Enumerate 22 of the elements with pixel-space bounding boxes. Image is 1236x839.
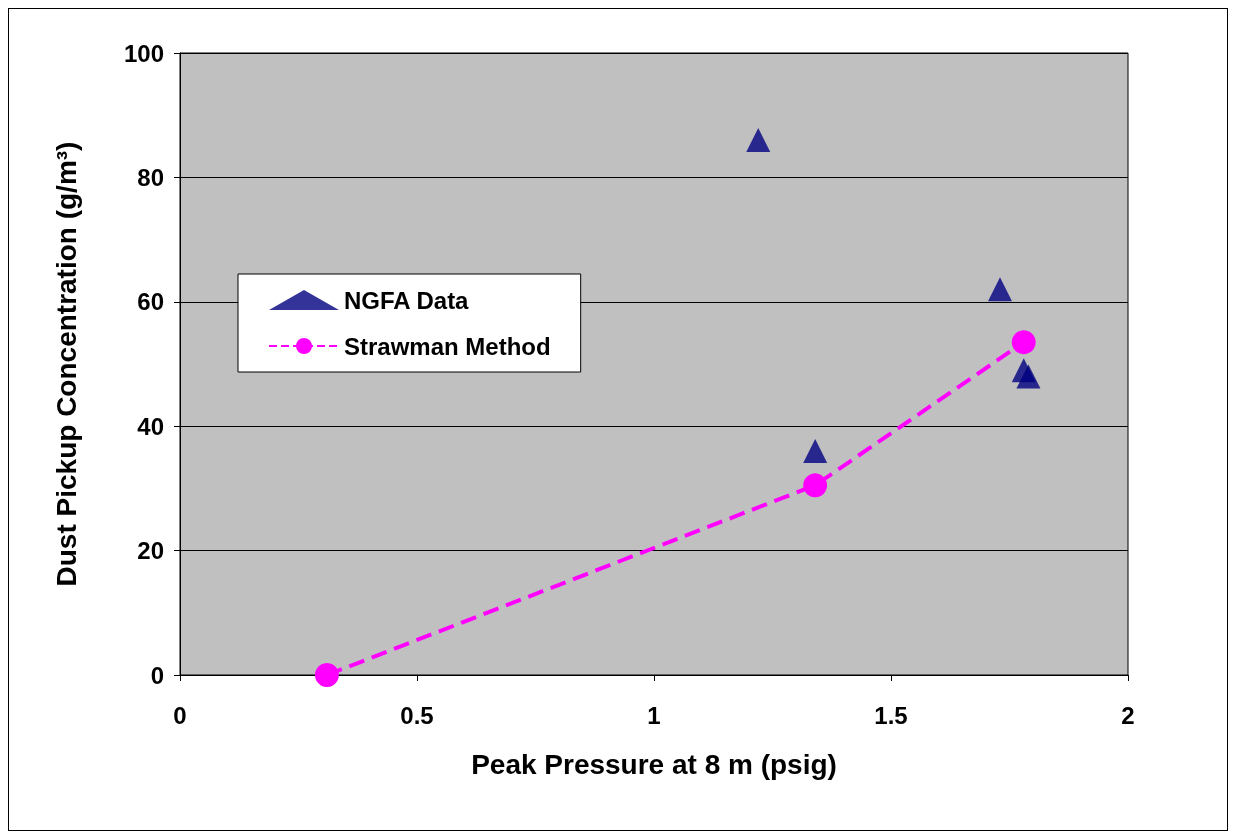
point [746,128,771,153]
x-tick-label: 1.5 [874,701,908,729]
point [1011,330,1036,355]
x-tick-label: 0 [173,701,187,729]
y-tick-label: 60 [137,288,164,316]
y-tick-label: 20 [137,537,164,565]
y-tick-label: 0 [150,661,164,689]
y-tick-label: 80 [137,163,164,191]
x-tick-label: 0.5 [400,701,434,729]
legend-label: NGFA Data [344,286,470,314]
x-axis-title: Peak Pressure at 8 m (psig) [471,748,837,780]
point [314,663,339,687]
point [803,473,828,498]
y-tick-label: 100 [123,39,164,67]
x-tick-label: 1 [647,701,661,729]
point [988,277,1013,302]
legend-label: Strawman Method [344,332,551,360]
point [1016,364,1041,389]
y-tick-label: 40 [137,412,164,440]
point [803,439,828,464]
x-tick-label: 2 [1121,701,1135,729]
y-axis-title: Dust Pickup Concentration (g/m³) [50,141,82,587]
